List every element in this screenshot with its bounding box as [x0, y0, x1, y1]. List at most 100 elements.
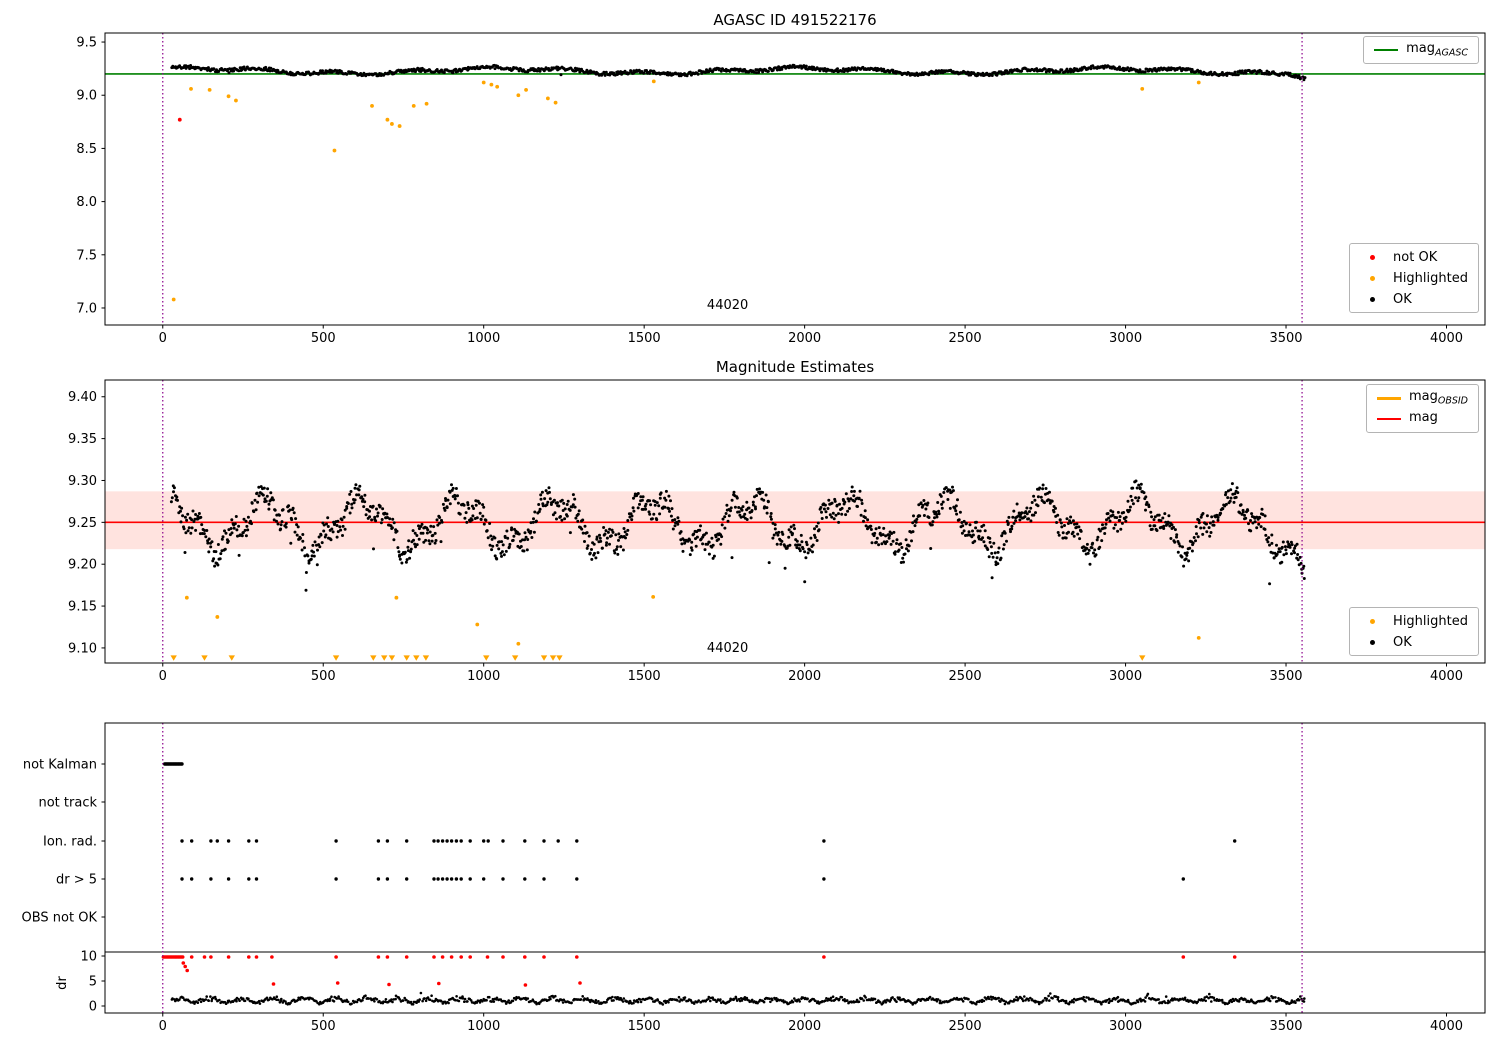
- ok-point: [630, 514, 634, 518]
- dr-noise-point: [898, 996, 901, 999]
- ok-point: [585, 546, 589, 550]
- ok-point: [281, 508, 285, 512]
- ok-point: [1085, 542, 1089, 546]
- dr-noise-point: [579, 998, 583, 1001]
- ok-point: [322, 523, 326, 527]
- ok-point: [837, 512, 840, 516]
- ok-point: [478, 511, 482, 515]
- ok-point: [180, 506, 184, 510]
- ok-point: [740, 508, 744, 512]
- flag-point: [440, 839, 445, 843]
- ok-point: [1229, 488, 1233, 492]
- ok-point: [1275, 543, 1278, 547]
- ok-point: [940, 506, 944, 510]
- ok-point: [860, 498, 864, 502]
- ok-point: [219, 552, 223, 556]
- ok-point: [336, 530, 340, 534]
- ok-point: [741, 505, 745, 509]
- ok-point: [890, 532, 894, 535]
- dr-noise-point: [680, 999, 684, 1002]
- ok-point: [800, 540, 804, 544]
- dr-noise-point: [1213, 998, 1216, 1002]
- dr-noise-point: [999, 1000, 1002, 1003]
- ok-point: [694, 544, 698, 548]
- ok-point: [454, 487, 458, 490]
- ok-point: [1219, 511, 1223, 515]
- ok-point: [849, 497, 853, 501]
- ok-point: [1002, 543, 1006, 547]
- dr-noise-point: [605, 1000, 608, 1004]
- ok-point: [808, 548, 812, 552]
- ok-point: [497, 540, 501, 544]
- ok-point: [1168, 524, 1172, 528]
- ok-point: [490, 537, 494, 541]
- dr-noise-point: [806, 997, 809, 1000]
- flag-point: [1181, 877, 1186, 881]
- ok-point: [939, 494, 943, 498]
- dr-noise-point: [409, 1000, 413, 1004]
- ok-point: [1238, 511, 1242, 515]
- ok-point: [1122, 511, 1126, 514]
- ok-point: [523, 531, 527, 535]
- ok-point: [194, 528, 198, 532]
- ok-point: [596, 551, 600, 555]
- dr-noise-point: [667, 1001, 670, 1004]
- ok-point: [704, 531, 708, 535]
- ok-point: [296, 525, 300, 529]
- dr-noise-point: [415, 1001, 418, 1004]
- ok-point: [961, 524, 965, 528]
- ok-point: [991, 555, 995, 559]
- ok-point: [767, 561, 771, 565]
- ok-point: [735, 496, 739, 500]
- ok-point: [373, 515, 377, 519]
- ok-point: [699, 524, 702, 528]
- dr-noise-point: [1042, 999, 1045, 1002]
- ok-point: [895, 542, 898, 545]
- dr-noise-point: [243, 999, 247, 1003]
- ok-point: [565, 514, 569, 518]
- mag-obsid-line-swatch: [1376, 396, 1401, 400]
- ok-point: [946, 498, 950, 501]
- ok-point: [619, 545, 623, 549]
- mag-line-swatch: [1376, 418, 1401, 420]
- dr-noise-point: [364, 994, 367, 997]
- ok-point: [170, 496, 174, 500]
- ok-point: [944, 486, 948, 490]
- highlighted-clipped-marker: [370, 655, 377, 661]
- highlighted-point: [516, 641, 521, 646]
- ok-point: [895, 538, 899, 542]
- ok-point: [1105, 518, 1108, 522]
- ok-point: [631, 506, 635, 510]
- ok-point: [335, 535, 339, 539]
- ok-point: [1025, 512, 1029, 516]
- dr-noise-point: [457, 999, 461, 1003]
- ok-point: [669, 499, 672, 503]
- ok-point: [440, 520, 444, 524]
- highlighted-clipped-marker: [170, 655, 177, 661]
- y-tick-label: 8.5: [76, 142, 97, 157]
- ok-point: [304, 571, 308, 574]
- ok-point: [438, 516, 442, 519]
- ok-point: [783, 544, 787, 548]
- ok-point: [1035, 67, 1039, 71]
- ok-point: [1134, 479, 1138, 483]
- ok-point: [1069, 515, 1073, 519]
- ok-point: [581, 518, 585, 522]
- ok-point: [605, 536, 609, 540]
- ok-point: [1118, 515, 1122, 519]
- dr-noise-point: [424, 999, 428, 1003]
- ok-point: [1282, 553, 1286, 557]
- dr-noise-point: [855, 998, 859, 1002]
- dr-noise-point: [419, 991, 423, 995]
- x-tick-label: 1000: [467, 669, 500, 684]
- ok-point: [934, 510, 938, 514]
- ok-point: [279, 523, 283, 527]
- ok-point: [853, 66, 857, 70]
- ok-point: [729, 509, 732, 513]
- ok-point: [669, 514, 673, 518]
- ok-point: [649, 503, 653, 507]
- ok-point: [1027, 517, 1030, 521]
- ok-point: [301, 533, 305, 536]
